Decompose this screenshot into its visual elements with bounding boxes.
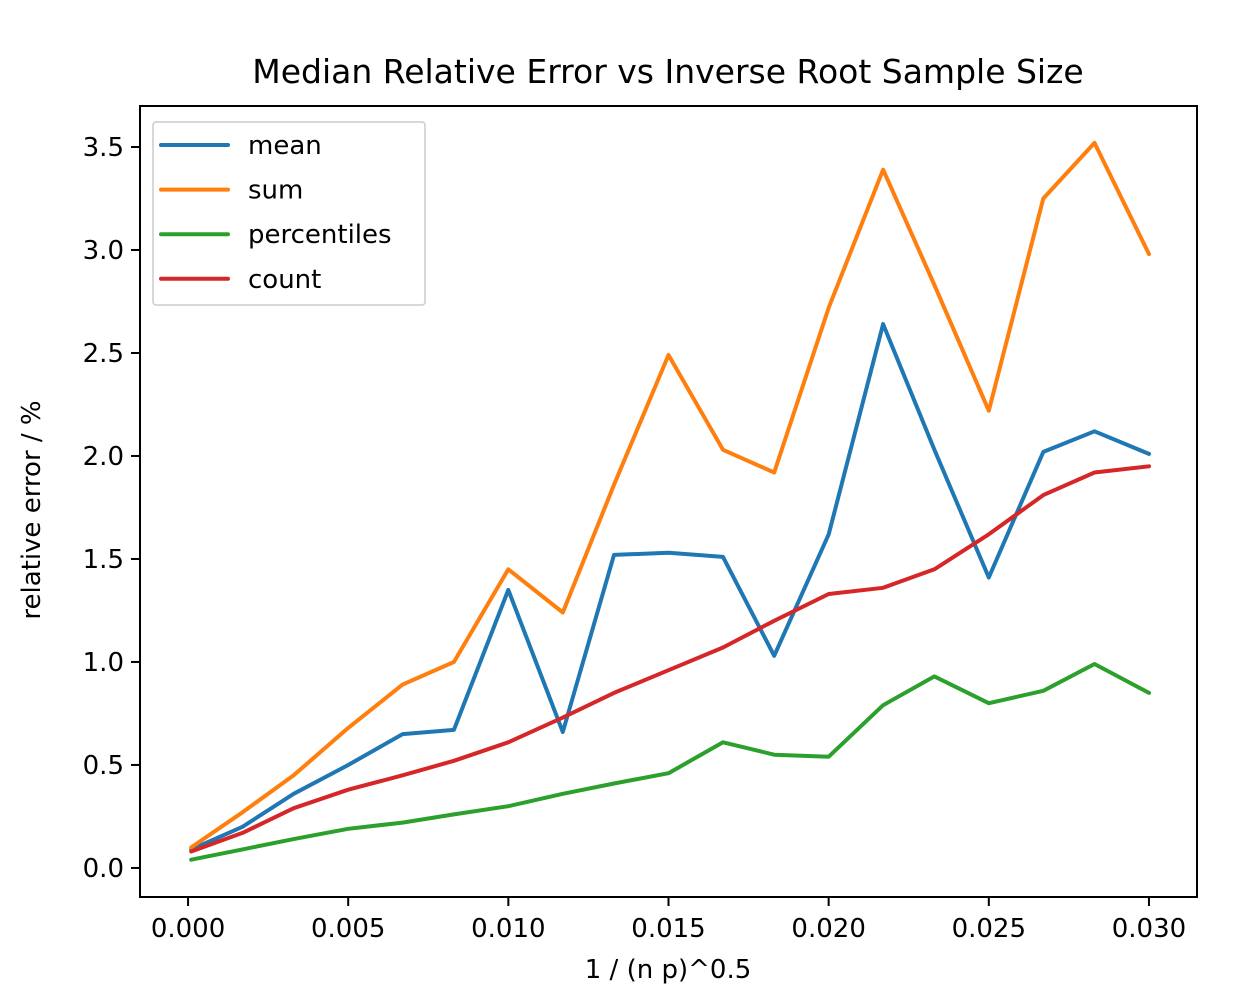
- x-tick-label: 0.005: [311, 914, 385, 944]
- series-line-sum: [189, 140, 1151, 850]
- series-line-mean: [189, 322, 1151, 852]
- legend-label-mean: mean: [248, 131, 322, 161]
- legend-box: [152, 121, 426, 306]
- x-tick-label: 0.000: [151, 914, 225, 944]
- x-axis-ticks: 0.000 0.005 0.010 0.015 0.020 0.025 0.030: [151, 897, 1186, 944]
- chart-title: Median Relative Error vs Inverse Root Sa…: [252, 52, 1083, 91]
- legend-label-percentiles: percentiles: [248, 220, 392, 250]
- y-axis-ticks: 0.0 0.5 1.0 1.5 2.0 2.5 3.0 3.5: [83, 133, 140, 884]
- legend-label-count: count: [248, 265, 321, 295]
- x-tick-label: 0.020: [791, 914, 865, 944]
- data-series: [189, 140, 1151, 862]
- y-axis-label: relative error / %: [17, 400, 47, 619]
- legend: mean sum percentiles count: [152, 121, 426, 306]
- x-tick-label: 0.025: [952, 914, 1026, 944]
- y-tick-label: 2.5: [83, 339, 124, 369]
- y-tick-label: 1.0: [83, 648, 124, 678]
- y-tick-label: 0.0: [83, 854, 124, 884]
- x-tick-label: 0.010: [471, 914, 545, 944]
- y-tick-label: 3.5: [83, 133, 124, 163]
- y-tick-label: 2.0: [83, 442, 124, 472]
- y-tick-label: 3.0: [83, 236, 124, 266]
- legend-label-sum: sum: [248, 176, 303, 206]
- series-line-count: [189, 464, 1151, 854]
- x-tick-label: 0.030: [1112, 914, 1186, 944]
- series-line-percentiles: [189, 662, 1151, 862]
- y-tick-label: 1.5: [83, 545, 124, 575]
- y-tick-label: 0.5: [83, 751, 124, 781]
- x-tick-label: 0.015: [631, 914, 705, 944]
- x-axis-label: 1 / (n p)^0.5: [585, 955, 752, 985]
